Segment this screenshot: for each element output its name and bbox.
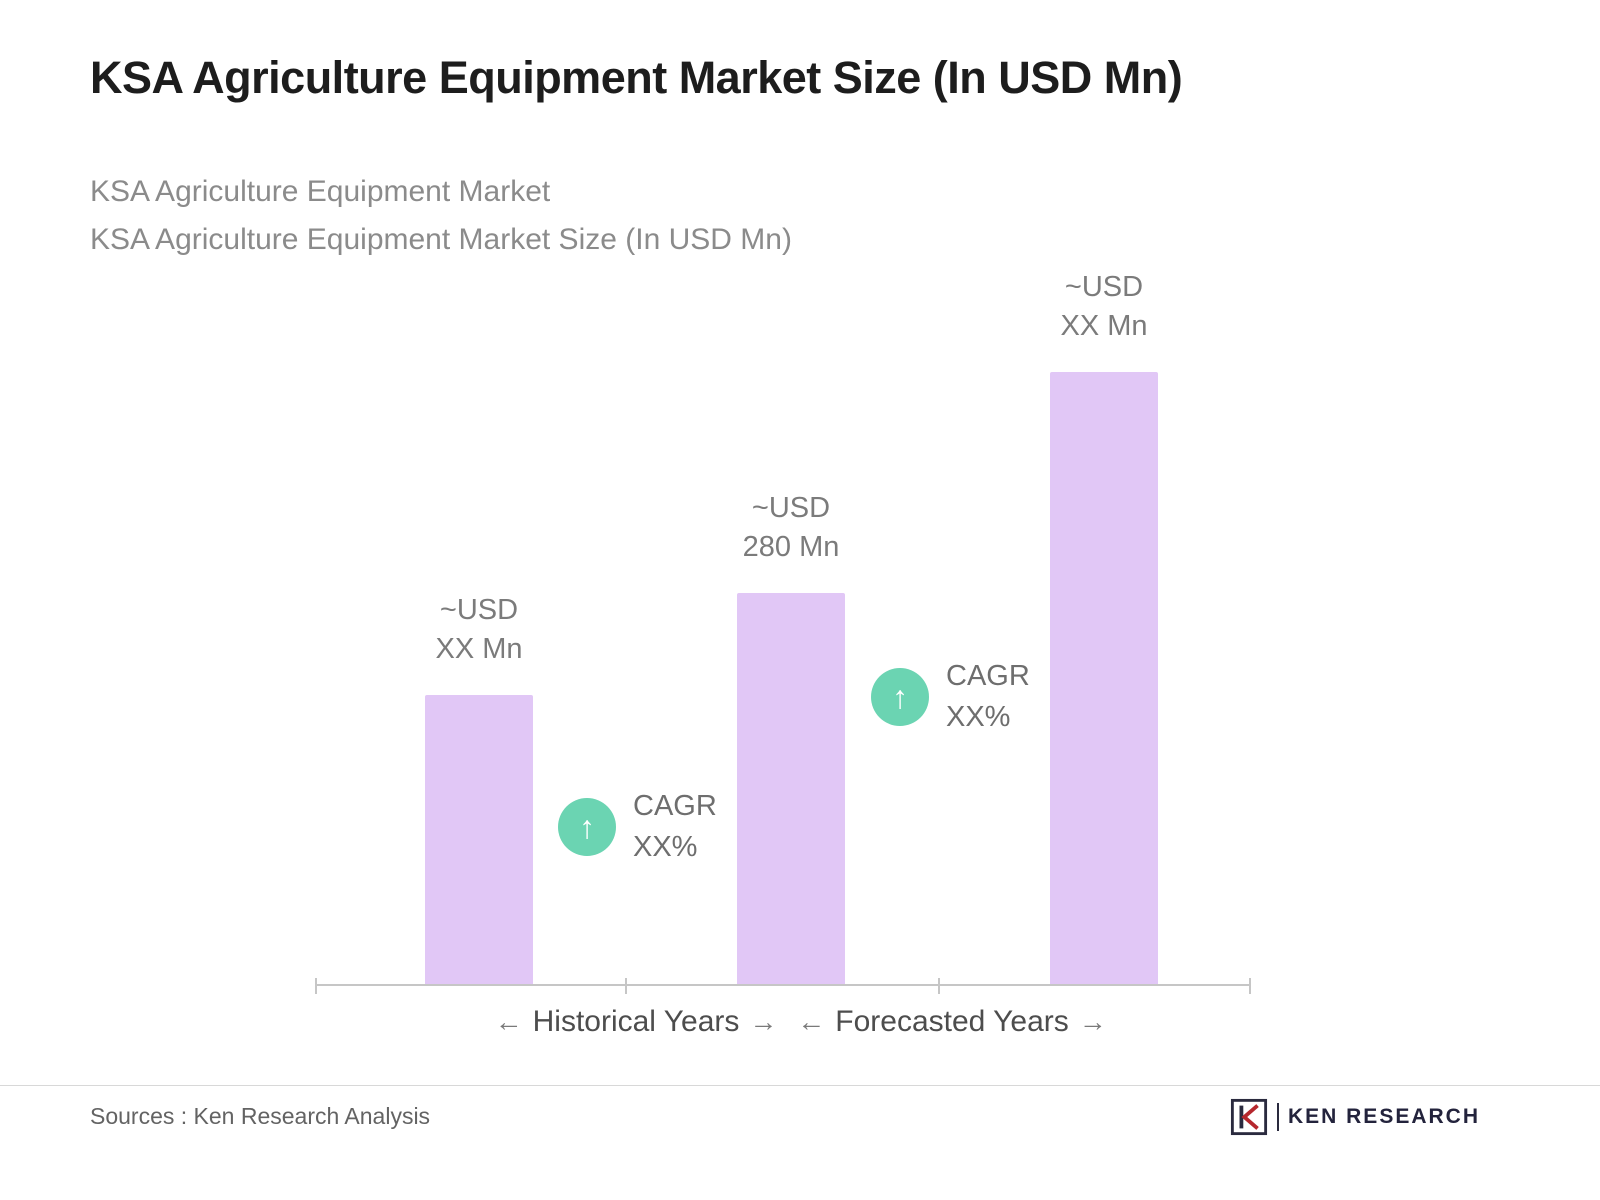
bar-forecast xyxy=(1050,372,1158,985)
up-arrow-circle-icon: ↑ xyxy=(558,798,616,856)
subtitle-line-1: KSA Agriculture Equipment Market xyxy=(90,175,551,208)
cagr-value: XX% xyxy=(633,831,698,863)
cagr-label: CAGR xyxy=(946,660,1030,692)
axis-tick xyxy=(1249,978,1251,994)
chart-subtitle: KSA Agriculture Equipment Market KSA Agr… xyxy=(90,168,792,264)
sources-note: Sources : Ken Research Analysis xyxy=(90,1103,431,1129)
cagr-value: XX% xyxy=(946,701,1011,733)
bar-group-current: ~USD 280 Mn xyxy=(737,489,845,985)
axis-tick xyxy=(315,978,317,994)
bar-value-line-2: 280 Mn xyxy=(742,531,840,563)
up-arrow-glyph: ↑ xyxy=(579,808,595,845)
logo-separator xyxy=(1276,1103,1279,1131)
up-arrow-circle-icon: ↑ xyxy=(871,668,929,726)
axis-tick xyxy=(625,978,627,994)
axis-segment-label: Forecasted Years xyxy=(835,1005,1069,1038)
bar-value-label: ~USD 280 Mn xyxy=(743,489,840,567)
axis-segment-forecasted: ← Forecasted Years → xyxy=(787,1005,1116,1039)
cagr-annotation-historical: ↑ CAGR XX% xyxy=(558,786,717,868)
bar-current xyxy=(737,593,845,985)
x-axis xyxy=(315,978,1251,994)
bar-value-label: ~USD XX Mn xyxy=(1060,268,1147,346)
axis-tick xyxy=(938,978,940,994)
up-arrow-glyph: ↑ xyxy=(892,678,908,715)
bar-value-label: ~USD XX Mn xyxy=(435,591,522,669)
cagr-text: CAGR XX% xyxy=(946,656,1030,738)
bar-value-line-2: XX Mn xyxy=(435,633,523,665)
left-arrow-icon: ← xyxy=(494,1006,523,1037)
subtitle-line-2: KSA Agriculture Equipment Market Size (I… xyxy=(90,223,792,256)
cagr-annotation-forecast: ↑ CAGR XX% xyxy=(871,656,1030,738)
cagr-text: CAGR XX% xyxy=(633,786,717,868)
bar-value-line-2: XX Mn xyxy=(1060,310,1148,342)
footer-divider xyxy=(0,1085,1600,1086)
ken-research-logo-icon xyxy=(1230,1098,1268,1136)
bar-value-line-1: ~USD xyxy=(439,594,519,626)
page-title: KSA Agriculture Equipment Market Size (I… xyxy=(90,52,1183,103)
bar-historical xyxy=(425,695,533,985)
right-arrow-icon: → xyxy=(749,1006,778,1037)
bar-group-forecast: ~USD XX Mn xyxy=(1050,268,1158,985)
bar-group-historical: ~USD XX Mn xyxy=(425,591,533,985)
brand-name: KEN RESEARCH xyxy=(1287,1105,1480,1128)
cagr-label: CAGR xyxy=(633,790,717,822)
bar-value-line-1: ~USD xyxy=(1064,271,1144,303)
axis-segment-historical: ← Historical Years → xyxy=(485,1005,788,1039)
axis-segment-label: Historical Years xyxy=(532,1005,740,1038)
bar-value-line-1: ~USD xyxy=(751,492,831,524)
right-arrow-icon: → xyxy=(1078,1006,1107,1037)
left-arrow-icon: ← xyxy=(797,1006,826,1037)
ken-research-logo: KEN RESEARCH xyxy=(1230,1098,1480,1136)
